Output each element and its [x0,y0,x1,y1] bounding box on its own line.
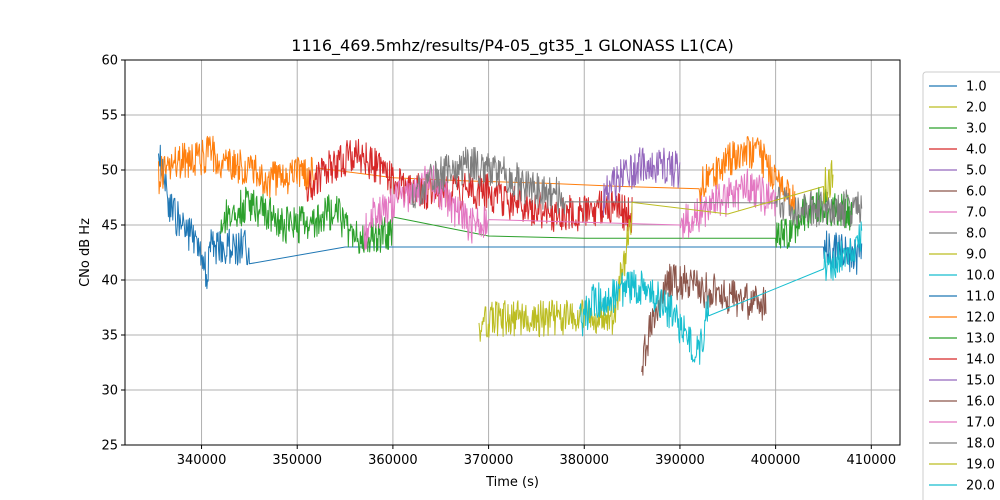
plot-series-group [158,135,863,376]
legend-entry-label: 16.0 [966,395,995,410]
series-line-16.0 [641,263,767,376]
series-line-20.0 [579,221,863,365]
legend-entry-label: 11.0 [966,290,995,305]
legend-entry-label: 2.0 [966,101,987,116]
plot-frame [124,59,901,446]
y-tick-label: 40 [101,274,118,289]
series-line-18.0 [411,146,863,228]
x-tick-label: 370000 [464,453,514,468]
y-tick-label: 60 [101,54,118,69]
legend-entry-label: 20.0 [966,479,995,494]
x-tick-label: 400000 [751,453,801,468]
series-line-17.0 [363,165,777,251]
series-line-19.0 [478,160,834,342]
y-axis-label: CNo dB Hz [78,218,93,287]
series-line-11.0 [158,144,863,290]
legend-entry-label: 1.0 [966,80,987,95]
series-line-15.0 [602,147,681,216]
legend-entry-label: 19.0 [966,458,995,473]
chart-title: 1116_469.5mhz/results/P4-05_gt35_1 GLONA… [291,36,733,56]
x-tick-label: 390000 [655,453,705,468]
y-tick-label: 55 [101,109,118,124]
series-line-13.0 [220,186,853,254]
y-tick-label: 25 [101,439,118,454]
legend-entry-label: 6.0 [966,185,987,200]
x-axis-label: Time (s) [485,475,539,490]
legend-entry-label: 3.0 [966,122,987,137]
legend-entry-label: 5.0 [966,164,987,179]
y-tick-label: 35 [101,329,118,344]
y-tick-label: 50 [101,164,118,179]
y-tick-label: 30 [101,384,118,399]
series-line-12.0 [158,135,796,215]
legend-entry-label: 8.0 [966,227,987,242]
x-tick-label: 380000 [559,453,609,468]
axis-ticks: 340000 350000 360000 370000 380000 390000 4000… [101,54,896,469]
x-tick-label: 340000 [177,453,227,468]
legend-entry-label: 18.0 [966,437,995,452]
legend-entry-label: 10.0 [966,269,995,284]
legend-entry-label: 14.0 [966,353,995,368]
legend: 1.0 2.0 3.0 4.0 5.0 6.0 7.0 8.0 9.0 10.0 11.0 12.0 1… [922,71,1000,500]
y-tick-label: 45 [101,219,118,234]
legend-entry-label: 15.0 [966,374,995,389]
x-tick-label: 350000 [272,453,322,468]
x-tick-label: 360000 [368,453,418,468]
legend-entry-label: 12.0 [966,311,995,326]
legend-entry-label: 9.0 [966,248,987,263]
legend-box [922,71,1000,500]
legend-entry-label: 4.0 [966,143,987,158]
legend-entry-label: 17.0 [966,416,995,431]
x-tick-label: 410000 [846,453,896,468]
legend-entry-label: 7.0 [966,206,987,221]
legend-entry-label: 13.0 [966,332,995,347]
series-line-14.0 [306,138,633,233]
